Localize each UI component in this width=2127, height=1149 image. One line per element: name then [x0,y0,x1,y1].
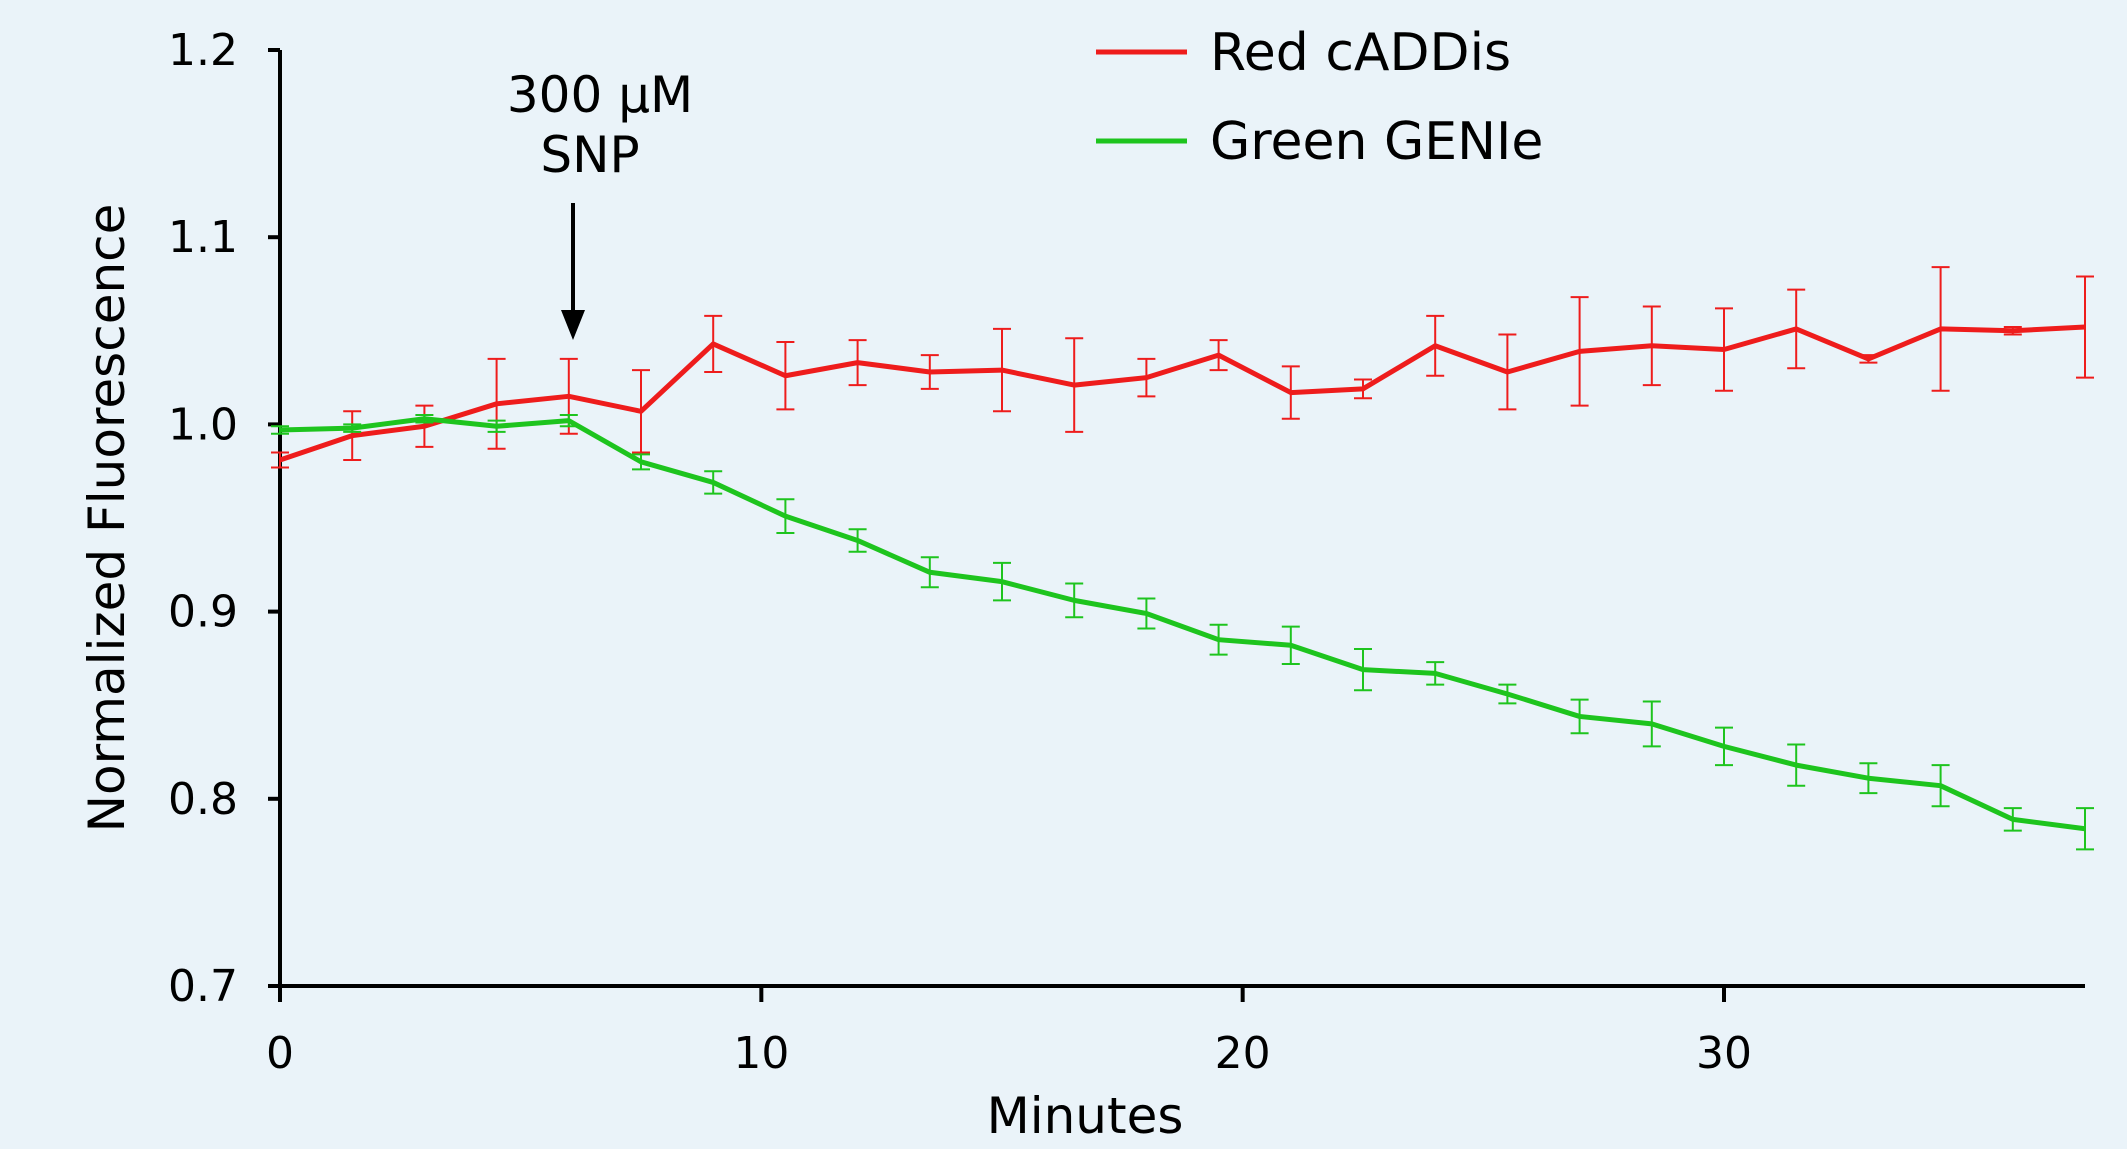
series-0 [271,266,2094,469]
x-ticks: 0 10 20 30 [266,986,1752,1079]
legend-item: Red cADDis [1096,23,1511,83]
x-tick-label: 10 [733,1028,789,1079]
legend-label: Green GENIe [1210,112,1543,172]
x-tick-label: 30 [1696,1028,1752,1079]
y-axis-title: Normalized Fluorescence [78,204,136,833]
series-1-error-bars [271,414,2094,851]
y-tick-label: 0.9 [168,587,238,638]
y-tick-label: 1.0 [168,399,238,450]
error-bar [271,451,289,469]
y-tick-label: 0.7 [168,961,238,1012]
annotation-line-2: SNP [540,126,639,184]
snp-annotation: 300 µM SNP [507,66,693,340]
y-tick-label: 1.1 [168,212,238,263]
legend-item: Green GENIe [1096,112,1543,172]
x-tick-label: 20 [1215,1028,1271,1079]
annotation-line-1: 300 µM [507,66,693,124]
series-layer [271,266,2094,851]
series-line [279,324,2086,463]
x-tick-label: 0 [266,1028,294,1079]
y-tick-label: 0.8 [168,774,238,825]
y-ticks: 0.7 0.8 0.9 1.0 1.1 1.2 [168,25,280,1012]
x-axis-title: Minutes [987,1087,1184,1145]
series-1 [271,414,2094,851]
legend: Red cADDis Green GENIe [1096,23,1543,172]
series-line [279,416,2086,832]
annotation-arrow-head [561,310,585,340]
y-tick-label: 1.2 [168,25,238,76]
legend-label: Red cADDis [1210,23,1511,83]
axes [278,50,2085,988]
